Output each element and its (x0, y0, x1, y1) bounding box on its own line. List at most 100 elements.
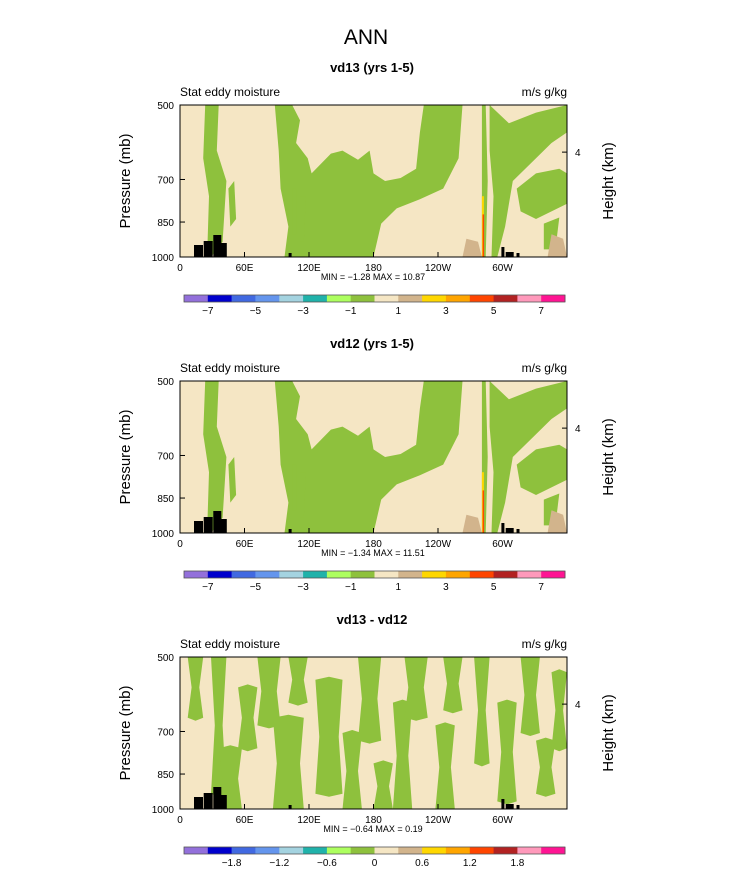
y-tick-label: 1000 (152, 253, 175, 264)
chart-panel: vd12 (yrs 1-5) Stat eddy moisture m/s g/kg… (117, 336, 617, 593)
y-right-axis-title: Height (km) (600, 142, 617, 220)
colorbar-label: 0 (372, 858, 378, 869)
contour-region (482, 214, 485, 257)
contour-region (489, 105, 567, 257)
y-right-tick-label: 4 (575, 700, 581, 711)
contour-region (274, 381, 463, 533)
colorbar-label: −5 (250, 582, 262, 593)
panels: vd13 (yrs 1-5) Stat eddy moisture m/s g/kg… (117, 60, 617, 869)
y-tick-label: 850 (157, 770, 174, 781)
colorbar-swatch (422, 847, 447, 854)
y-tick-label: 1000 (152, 529, 175, 540)
colorbar-swatch (493, 847, 518, 854)
contour-region (358, 657, 382, 744)
y-tick-label: 1000 (152, 805, 175, 816)
y-right-tick-label: 4 (575, 424, 581, 435)
colorbar-swatch (184, 571, 209, 578)
contour-region (300, 472, 306, 518)
contour-region (536, 737, 556, 797)
colorbar-swatch (207, 295, 233, 302)
panel-title: vd12 (yrs 1-5) (330, 336, 414, 351)
y-tick-label: 500 (157, 377, 174, 388)
contour-region (474, 657, 490, 767)
contour-region (435, 722, 455, 809)
field-label: Stat eddy moisture (180, 637, 280, 651)
plot-area (180, 381, 567, 533)
x-tick-label: 120E (297, 815, 321, 826)
colorbar-swatch (541, 847, 566, 854)
colorbar-swatch (493, 571, 518, 578)
colorbar-swatch (279, 847, 304, 854)
y-right-tick-label: 4 (575, 148, 581, 159)
chart-panel: vd13 - vd12 Stat eddy moisture m/s g/kg 500… (117, 612, 617, 869)
min-max-label: MIN = −0.64 MAX = 0.19 (323, 824, 422, 834)
contour-region (516, 444, 567, 495)
colorbar-swatch (303, 295, 328, 302)
x-tick-label: 60W (492, 263, 513, 274)
contour-region (547, 510, 567, 533)
colorbar-label: 7 (538, 582, 544, 593)
figure-title: ANN (344, 26, 388, 49)
colorbar-swatch (326, 847, 352, 854)
contour-region (238, 684, 258, 752)
contour-region (292, 188, 297, 235)
x-tick-label: 60E (236, 815, 254, 826)
colorbar-label: −7 (202, 306, 214, 317)
x-tick-label: 0 (177, 815, 183, 826)
colorbar-label: 0.6 (415, 858, 429, 869)
x-tick-label: 60E (236, 263, 254, 274)
x-tick-label: 60W (492, 815, 513, 826)
contour-region (482, 490, 485, 533)
colorbar-swatch (255, 571, 280, 578)
colorbar-label: −1 (345, 582, 357, 593)
colorbar-label: 7 (538, 306, 544, 317)
contour-region (462, 238, 482, 257)
colorbar-label: 1 (396, 306, 402, 317)
colorbar-swatch (445, 295, 471, 302)
contour-region (497, 699, 517, 805)
y-tick-label: 700 (157, 451, 174, 462)
y-right-axis-title: Height (km) (600, 694, 617, 772)
land-mask (203, 517, 213, 533)
contour-region (392, 699, 413, 809)
y-axis-title: Pressure (mb) (117, 133, 134, 228)
chart-panel: vd13 (yrs 1-5) Stat eddy moisture m/s g/kg… (117, 60, 617, 317)
colorbar-frame (183, 570, 566, 579)
colorbar-swatch (493, 295, 518, 302)
contour-region (257, 657, 281, 729)
contour-region (547, 234, 567, 257)
y-axis-title: Pressure (mb) (117, 685, 134, 780)
colorbar-frame (183, 846, 566, 855)
x-tick-label: 180 (365, 539, 382, 550)
contour-region (272, 714, 304, 809)
colorbar-swatch (398, 295, 423, 302)
contour-region (551, 669, 567, 752)
colorbar-swatch (469, 847, 495, 854)
contour-region (203, 381, 227, 533)
contour-region (443, 657, 463, 714)
colorbar-swatch (279, 295, 304, 302)
colorbar-swatch (231, 847, 256, 854)
y-axis-title: Pressure (mb) (117, 409, 134, 504)
colorbar-label: −1 (345, 306, 357, 317)
land-mask (194, 521, 203, 533)
colorbar-swatch (445, 571, 471, 578)
land-mask (288, 529, 292, 533)
land-mask (288, 253, 292, 257)
land-mask (220, 519, 227, 533)
colorbar-swatch (469, 295, 495, 302)
contour-region (373, 760, 393, 809)
colorbar-label: 3 (443, 306, 449, 317)
units-label: m/s g/kg (522, 85, 567, 99)
land-mask (505, 528, 514, 533)
min-max-label: MIN = −1.34 MAX = 11.51 (321, 548, 425, 558)
panel-title: vd13 - vd12 (337, 612, 408, 627)
contour-region (489, 381, 567, 533)
colorbar-frame (183, 294, 566, 303)
land-mask (516, 253, 520, 257)
colorbar-label: 1.8 (510, 858, 524, 869)
colorbar-label: −3 (297, 306, 309, 317)
colorbar-swatch (374, 295, 399, 302)
colorbar-swatch (326, 571, 352, 578)
land-mask (220, 795, 227, 809)
